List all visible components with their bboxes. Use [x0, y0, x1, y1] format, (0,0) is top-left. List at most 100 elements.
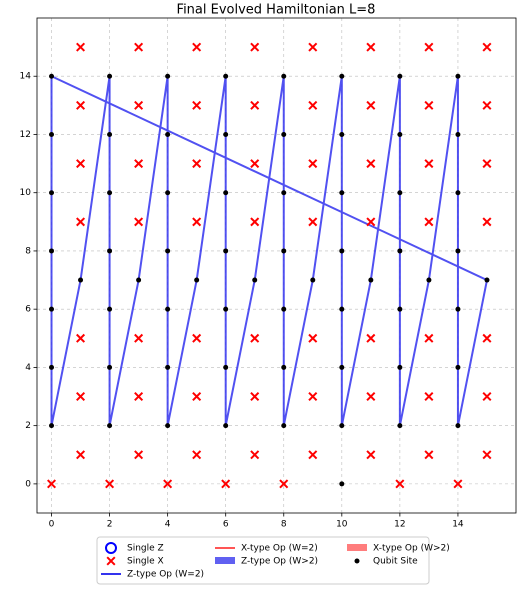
x-tick-label: 12 — [394, 520, 405, 530]
qubit-site — [339, 248, 345, 254]
single-x — [308, 159, 318, 169]
single-x — [424, 450, 434, 460]
single-x — [482, 450, 492, 460]
qubit-site — [107, 131, 113, 137]
qubit-site — [339, 73, 345, 79]
single-x — [366, 217, 376, 227]
qubit-site — [165, 364, 171, 370]
qubit-site — [165, 131, 171, 137]
single-x — [192, 217, 202, 227]
y-tick-label: 8 — [25, 246, 31, 256]
legend-patch — [215, 557, 235, 564]
legend-label: Z-type Op (W=2) — [127, 570, 204, 580]
single-x — [76, 42, 86, 52]
single-x — [192, 42, 202, 52]
single-x — [76, 159, 86, 169]
qubit-site — [339, 131, 345, 137]
single-x — [76, 217, 86, 227]
qubit-site — [49, 131, 55, 137]
y-tick-label: 12 — [20, 130, 31, 140]
single-x — [424, 333, 434, 343]
qubit-site — [49, 423, 55, 429]
qubit-site — [455, 131, 461, 137]
qubit-site — [426, 277, 432, 283]
qubit-site — [49, 364, 55, 370]
chart-title: Final Evolved Hamiltonian L=8 — [177, 3, 376, 18]
qubit-site — [252, 277, 258, 283]
qubit-site — [223, 131, 229, 137]
single-x — [366, 392, 376, 402]
qubit-site — [354, 558, 360, 564]
single-x — [134, 392, 144, 402]
qubit-site — [49, 248, 55, 254]
single-x — [308, 392, 318, 402]
single-x — [308, 217, 318, 227]
qubit-site — [397, 364, 403, 370]
qubit-site — [455, 73, 461, 79]
qubit-site — [223, 248, 229, 254]
legend: Single Z Single X Z-type Op (W=2) X-type Op… — [96, 536, 450, 585]
single-x — [106, 556, 116, 566]
qubit-site — [339, 364, 345, 370]
qubit-site — [455, 190, 461, 196]
single-x — [250, 392, 260, 402]
qubit-site — [165, 248, 171, 254]
single-x — [250, 217, 260, 227]
qubit-site — [107, 423, 113, 429]
legend-label: Single Z — [127, 544, 164, 554]
single-x — [76, 100, 86, 110]
qubit-site — [455, 306, 461, 312]
single-x — [134, 42, 144, 52]
single-x — [134, 333, 144, 343]
legend-patch — [347, 544, 367, 551]
single-x — [482, 333, 492, 343]
single-x — [308, 100, 318, 110]
single-x — [250, 159, 260, 169]
qubit-site — [107, 248, 113, 254]
single-x — [221, 479, 231, 489]
legend-label: Single X — [127, 557, 164, 567]
qubit-site — [223, 73, 229, 79]
qubit-site — [78, 277, 84, 283]
single-x — [76, 450, 86, 460]
y-tick-label: 10 — [20, 188, 32, 198]
qubit-site — [136, 277, 142, 283]
qubit-site — [223, 423, 229, 429]
qubit-site — [281, 73, 287, 79]
single-x — [482, 42, 492, 52]
qubit-site — [339, 306, 345, 312]
single-x — [453, 479, 463, 489]
y-tick-label: 4 — [25, 363, 31, 373]
qubit-site — [339, 481, 345, 487]
qubit-site — [455, 364, 461, 370]
legend-label: X-type Op (W=2) — [241, 544, 318, 554]
single-x — [134, 217, 144, 227]
x-tick-label: 10 — [336, 520, 348, 530]
single-x — [76, 392, 86, 402]
qubit-site — [397, 131, 403, 137]
qubit-site — [49, 73, 55, 79]
qubit-site — [310, 277, 316, 283]
single-x — [76, 333, 86, 343]
single-x — [366, 100, 376, 110]
x-tick-label: 8 — [281, 520, 287, 530]
x-tick-label: 6 — [223, 520, 229, 530]
single-x — [424, 100, 434, 110]
single-x — [424, 217, 434, 227]
qubit-site — [165, 190, 171, 196]
legend-box — [96, 536, 430, 585]
x-tick-label: 14 — [452, 520, 464, 530]
single-x — [366, 450, 376, 460]
qubit-site — [397, 248, 403, 254]
qubit-site — [397, 73, 403, 79]
single-x — [192, 450, 202, 460]
qubit-site — [484, 277, 490, 283]
single-x — [482, 159, 492, 169]
single-x — [482, 392, 492, 402]
qubit-site — [107, 190, 113, 196]
qubit-site — [223, 306, 229, 312]
single-x — [395, 479, 405, 489]
single-x — [134, 159, 144, 169]
single-x — [134, 100, 144, 110]
